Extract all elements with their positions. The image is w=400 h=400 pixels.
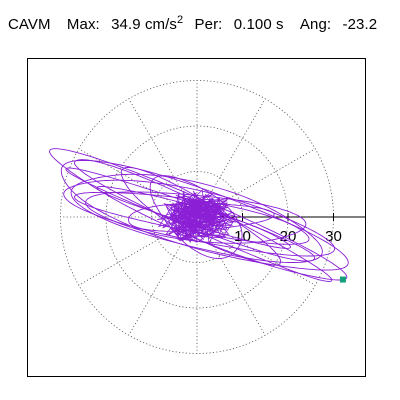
orbit-loop — [85, 191, 307, 244]
grid-spoke — [128, 98, 198, 218]
angle-value: -23.2 — [342, 16, 378, 33]
grid-spoke — [78, 148, 198, 218]
orbit-loop — [63, 179, 336, 257]
period-label: Per: — [194, 16, 223, 33]
orbit-loop — [65, 167, 316, 262]
orbit-loop — [149, 175, 243, 259]
plot-frame — [27, 58, 366, 377]
component-label: CAVM — [8, 16, 51, 33]
period-value: 0.100 s — [233, 16, 284, 33]
orbit-end-marker — [339, 276, 346, 283]
orbit-loop — [60, 159, 349, 271]
max-value: 34.9 cm/s — [111, 16, 178, 33]
grid-spoke — [196, 216, 266, 336]
orbit-loop — [73, 191, 310, 245]
max-exponent: 2 — [177, 14, 184, 26]
grid-spoke — [196, 98, 266, 218]
max-label: Max: — [66, 16, 100, 33]
grid-spoke — [78, 216, 198, 286]
grid-spoke — [196, 148, 316, 218]
orbit-core — [157, 189, 239, 246]
orbit-trace — [49, 148, 349, 283]
grid-spoke — [128, 216, 198, 336]
radial-tick-label: 20 — [280, 228, 297, 245]
angle-label: Ang: — [299, 16, 332, 33]
chart-header: CAVM Max: 34.9 cm/s2 Per: 0.100 s Ang: -… — [8, 14, 377, 33]
